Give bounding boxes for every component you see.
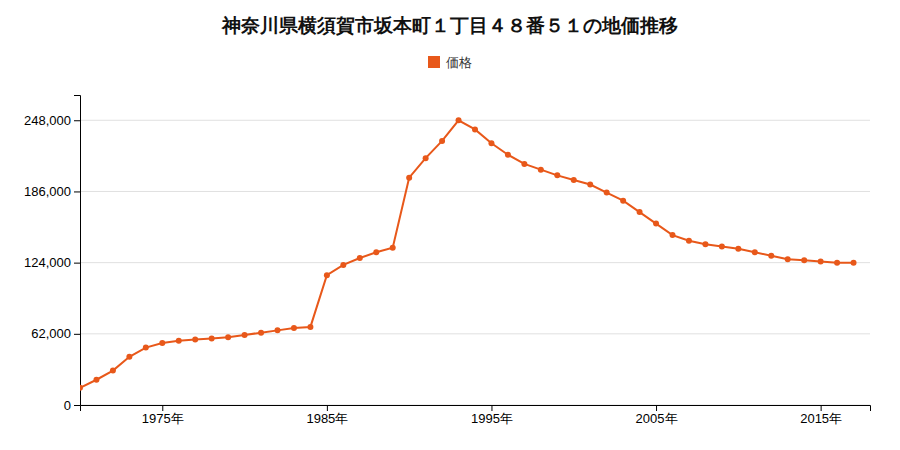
tick-mark xyxy=(74,120,80,121)
x-axis: 1975年 1985年 1995年 2005年 2015年 xyxy=(81,405,871,426)
point xyxy=(818,258,824,264)
legend-item: 価格 xyxy=(428,55,472,70)
point xyxy=(93,377,99,383)
point xyxy=(768,253,774,259)
legend: 価格 xyxy=(428,55,472,70)
tick-mark xyxy=(821,405,822,411)
point xyxy=(258,330,264,336)
point xyxy=(554,172,560,178)
tick: 0 xyxy=(64,398,80,413)
point xyxy=(686,238,692,244)
point xyxy=(456,117,462,123)
tick-label: 1985年 xyxy=(306,411,348,426)
marks xyxy=(80,117,857,391)
point xyxy=(488,140,494,146)
tick: 2005年 xyxy=(636,405,678,426)
y-axis: 0 62,000 124,000 186,000 248,000 xyxy=(24,96,81,413)
tick: 186,000 xyxy=(24,184,80,199)
point xyxy=(439,138,445,144)
point xyxy=(521,161,527,167)
point xyxy=(406,175,412,181)
grid-line xyxy=(80,120,870,121)
tick-label: 0 xyxy=(64,398,71,413)
point xyxy=(702,241,708,247)
point xyxy=(670,232,676,238)
point xyxy=(719,244,725,250)
tick-mark xyxy=(162,405,163,411)
tick-mark xyxy=(327,405,328,411)
point xyxy=(637,209,643,215)
tick-label: 1995年 xyxy=(471,411,513,426)
point xyxy=(357,255,363,261)
tick-label: 1975年 xyxy=(142,411,184,426)
title: 神奈川県横須賀市坂本町１丁目４８番５１の地価推移 xyxy=(221,14,678,36)
point xyxy=(505,152,511,158)
plot: 1975年 1985年 1995年 2005年 2015年 0 62,000 124,000 1… xyxy=(24,96,871,427)
point xyxy=(159,340,165,346)
point xyxy=(340,262,346,268)
point xyxy=(472,126,478,132)
point xyxy=(423,155,429,161)
point xyxy=(307,324,313,330)
point xyxy=(80,385,83,391)
tick-mark xyxy=(74,405,80,406)
point xyxy=(390,245,396,251)
tick: 2015年 xyxy=(800,405,842,426)
tick: 1985年 xyxy=(306,405,348,426)
point xyxy=(373,249,379,255)
tick-label: 186,000 xyxy=(24,184,71,199)
point xyxy=(143,345,149,351)
legend-swatch xyxy=(428,56,440,68)
point xyxy=(851,260,857,266)
tick-mark xyxy=(74,263,80,264)
grid xyxy=(80,120,870,405)
line xyxy=(80,120,854,388)
point xyxy=(604,190,610,196)
axis-line xyxy=(81,406,871,412)
tick-label: 2005年 xyxy=(636,411,678,426)
point xyxy=(209,335,215,341)
point xyxy=(242,332,248,338)
point xyxy=(620,198,626,204)
axis-line xyxy=(74,96,81,406)
point xyxy=(324,272,330,278)
tick: 124,000 xyxy=(24,255,80,270)
tick: 1995年 xyxy=(471,405,513,426)
legend-label: 価格 xyxy=(446,55,472,70)
chart: 神奈川県横須賀市坂本町１丁目４８番５１の地価推移 1975年 1985年 1995年 2… xyxy=(0,0,900,450)
tick-mark xyxy=(656,405,657,411)
point xyxy=(110,368,116,374)
tick-label: 124,000 xyxy=(24,255,71,270)
tick: 1975年 xyxy=(142,405,184,426)
point xyxy=(587,182,593,188)
grid-line xyxy=(80,191,870,192)
point xyxy=(126,354,132,360)
tick-mark xyxy=(491,405,492,411)
tick-label: 2015年 xyxy=(800,411,842,426)
tick-mark xyxy=(74,334,80,335)
point xyxy=(291,325,297,331)
point xyxy=(192,337,198,343)
point xyxy=(752,249,758,255)
point xyxy=(176,338,182,344)
tick: 248,000 xyxy=(24,113,80,128)
tick-mark xyxy=(74,191,80,192)
point xyxy=(653,221,659,227)
tick: 62,000 xyxy=(31,326,80,341)
tick-label: 62,000 xyxy=(31,326,71,341)
point xyxy=(225,334,231,340)
point xyxy=(571,177,577,183)
point xyxy=(834,260,840,266)
point xyxy=(538,167,544,173)
grid-line xyxy=(80,262,870,263)
point xyxy=(785,256,791,262)
point xyxy=(275,327,281,333)
tick-label: 248,000 xyxy=(24,113,71,128)
point xyxy=(735,246,741,252)
point xyxy=(801,257,807,263)
grid-line xyxy=(80,333,870,334)
